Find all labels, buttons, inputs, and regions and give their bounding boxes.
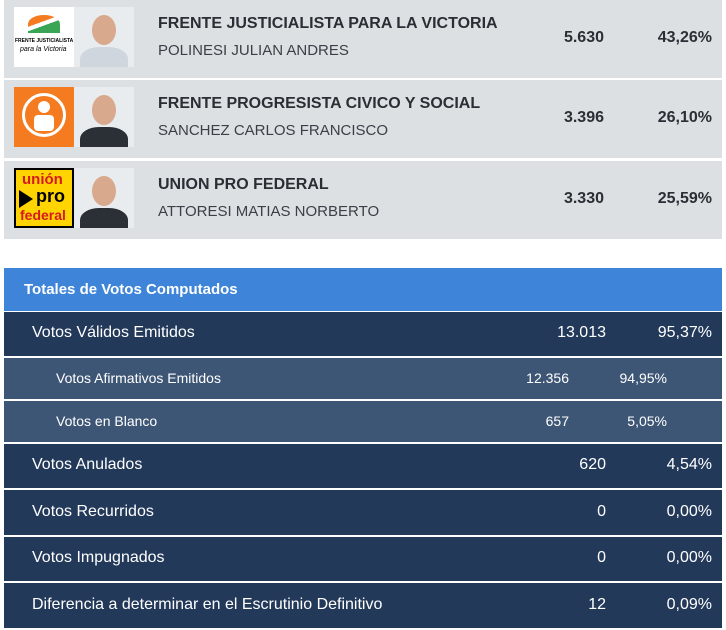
row-label: Votos Afirmativos Emitidos	[56, 369, 221, 386]
row-votes: 13.013	[557, 324, 606, 341]
totals-row: Votos Afirmativos Emitidos 12.356 94,95%	[4, 358, 722, 399]
party-logo: unión pro federal	[14, 168, 74, 228]
row-percent: 95,37%	[657, 324, 712, 341]
totals-row: Votos en Blanco 657 5,05%	[4, 401, 722, 442]
totals-row: Votos Anulados 620 4,54%	[4, 444, 722, 488]
candidate-row: FRENTE PROGRESISTA CIVICO Y SOCIAL SANCHE…	[4, 80, 722, 158]
party-name: FRENTE JUSTICIALISTA PARA LA VICTORIA	[158, 15, 498, 32]
candidate-photo	[74, 7, 134, 67]
party-name: UNION PRO FEDERAL	[158, 176, 329, 193]
candidate-votes: 5.630	[563, 29, 604, 46]
candidate-percent: 43,26%	[657, 29, 712, 46]
row-label: Votos Válidos Emitidos	[32, 324, 195, 341]
photo-body	[80, 127, 128, 147]
row-label: Votos Anulados	[32, 456, 143, 473]
logo-text: FRENTE JUSTICIALISTA	[15, 38, 74, 44]
totals-row: Votos Recurridos 0 0,00%	[4, 490, 722, 535]
logo-shape	[34, 115, 54, 131]
logo-text: para la Victoria	[20, 46, 67, 53]
photo-body	[80, 208, 128, 228]
totals-header: Totales de Votos Computados	[4, 268, 722, 311]
candidate-votes: 3.330	[563, 190, 604, 207]
row-votes: 657	[545, 412, 569, 429]
logo-text: federal	[20, 207, 66, 223]
row-votes: 12.356	[526, 369, 569, 386]
row-percent: 4,54%	[666, 456, 712, 473]
row-label: Votos en Blanco	[56, 412, 158, 429]
party-name: FRENTE PROGRESISTA CIVICO Y SOCIAL	[158, 95, 481, 112]
candidate-votes: 3.396	[563, 109, 604, 126]
row-percent: 5,05%	[627, 412, 667, 429]
candidate-name: POLINESI JULIAN ANDRES	[158, 42, 349, 59]
row-votes: 0	[597, 502, 606, 520]
photo-head	[92, 15, 116, 45]
logo-text: pro	[36, 186, 65, 206]
party-logo: FRENTE JUSTICIALISTA para la Victoria	[14, 7, 74, 67]
logo-shape	[28, 15, 60, 33]
row-votes: 0	[597, 549, 606, 566]
candidate-photo	[74, 87, 134, 147]
logo-shape	[38, 101, 50, 113]
row-percent: 0,00%	[666, 502, 712, 520]
photo-head	[92, 176, 116, 206]
photo-head	[92, 95, 116, 125]
row-percent: 0,09%	[666, 595, 712, 613]
totals-title: Totales de Votos Computados	[24, 281, 238, 298]
row-votes: 12	[588, 595, 606, 613]
row-percent: 94,95%	[619, 369, 667, 386]
row-label: Diferencia a determinar en el Escrutinio…	[32, 595, 383, 613]
totals-row: Votos Impugnados 0 0,00%	[4, 537, 722, 581]
logo-text: unión	[22, 171, 63, 188]
candidate-percent: 26,10%	[657, 109, 712, 126]
totals-row: Votos Válidos Emitidos 13.013 95,37%	[4, 312, 722, 356]
candidate-name: SANCHEZ CARLOS FRANCISCO	[158, 122, 389, 139]
row-label: Votos Recurridos	[32, 502, 154, 520]
row-percent: 0,00%	[666, 549, 712, 566]
row-label: Votos Impugnados	[32, 549, 165, 566]
candidate-percent: 25,59%	[657, 190, 712, 207]
logo-shape	[19, 190, 33, 208]
party-logo	[14, 87, 74, 147]
logo-shape	[22, 93, 66, 137]
candidate-row: unión pro federal UNION PRO FEDERAL ATTORESI…	[4, 161, 722, 239]
photo-body	[80, 47, 128, 67]
candidate-row: FRENTE JUSTICIALISTA para la Victoria FREN…	[4, 0, 722, 78]
totals-row: Diferencia a determinar en el Escrutinio…	[4, 583, 722, 628]
candidate-name: ATTORESI MATIAS NORBERTO	[158, 203, 380, 220]
row-votes: 620	[579, 456, 606, 473]
candidate-photo	[74, 168, 134, 228]
